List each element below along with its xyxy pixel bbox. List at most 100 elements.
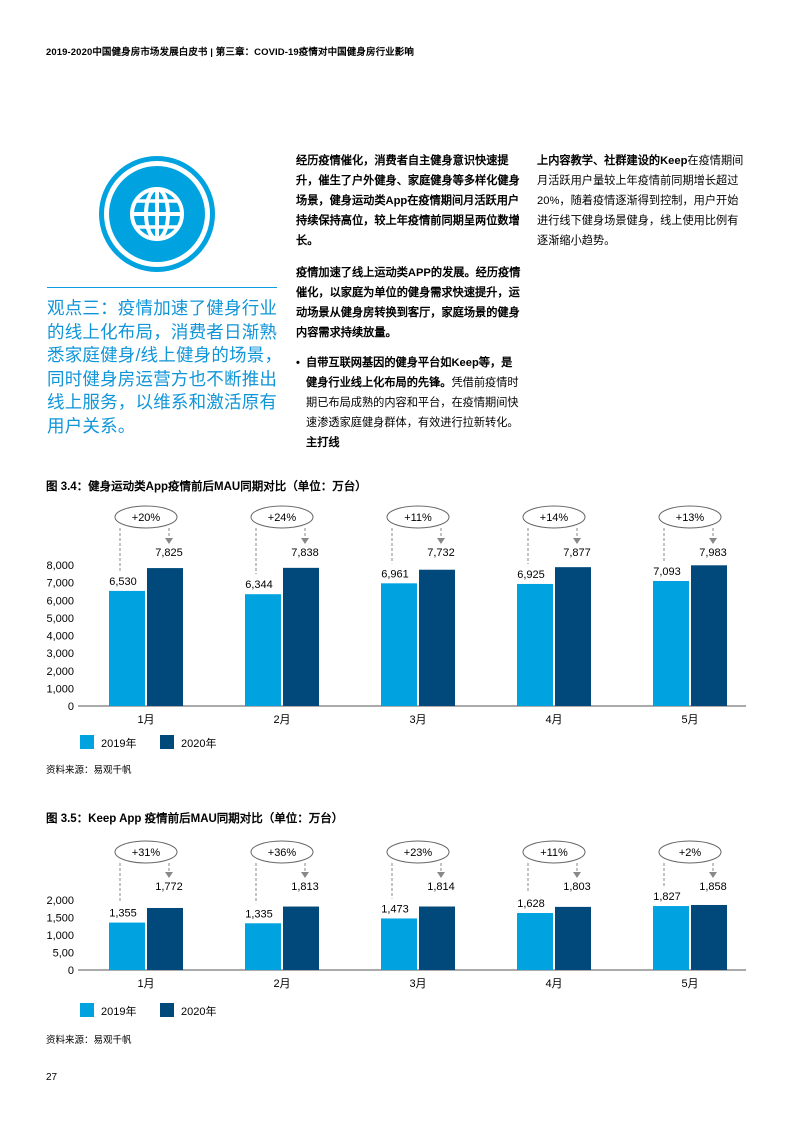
- bar-2019: [245, 594, 281, 706]
- x-tick-label: 4月: [545, 978, 562, 990]
- y-tick-label: 1,000: [46, 930, 74, 942]
- bar-2019: [109, 922, 145, 970]
- body-paragraph-1: 经历疫情催化，消费者自主健身意识快速提升，催生了户外健身、家庭健身等多样化健身场…: [296, 155, 520, 247]
- bullet-bold-tail: 主打线: [306, 437, 340, 449]
- value-label-2020: 7,983: [699, 547, 727, 559]
- legend-swatch-2020: [160, 1003, 174, 1017]
- value-label-2019: 1,335: [245, 908, 273, 920]
- growth-label: +31%: [132, 847, 161, 859]
- legend-swatch-2019: [80, 1003, 94, 1017]
- growth-badge: [250, 840, 314, 864]
- figure-3-5-chart: 0 5,00 1,000 1,500 2,000 1,355 1,772 1月 +31% 1,33…: [46, 840, 746, 1046]
- value-label-2019: 6,925: [517, 569, 545, 581]
- y-tick-label: 5,00: [53, 948, 74, 960]
- bar-2019: [653, 906, 689, 970]
- col2-text: 在疫情期间月活跃用户量较上年疫情前同期增长超过20%，随着疫情逐渐得到控制，用户…: [537, 155, 744, 247]
- arrow-head: [301, 872, 309, 878]
- figure-3-4-title: 图 3.4：健身运动类App疫情前后MAU同期对比（单位：万台）: [46, 481, 367, 493]
- growth-badge: [114, 505, 178, 529]
- growth-badge: [114, 840, 178, 864]
- y-tick-label: 2,000: [46, 895, 74, 907]
- globe-icon: [99, 156, 215, 272]
- value-label-2020: 7,838: [291, 547, 319, 559]
- growth-label: +20%: [132, 512, 161, 524]
- growth-label: +13%: [676, 512, 705, 524]
- bar-2019: [517, 583, 553, 706]
- legend-label-2019: 2019年: [101, 736, 136, 750]
- arrow-head: [165, 538, 173, 544]
- bullet-item: • 自带互联网基因的健身平台如Keep等，是健身行业线上化布局的先锋。凭借前疫情…: [296, 353, 521, 453]
- x-tick-label: 1月: [137, 978, 154, 990]
- growth-label: +23%: [404, 847, 433, 859]
- value-label-2020: 1,772: [155, 881, 183, 893]
- page-number: 27: [46, 1072, 58, 1083]
- x-tick-label: 5月: [681, 714, 698, 726]
- value-label-2020: 7,732: [427, 547, 455, 559]
- y-tick-label: 5,000: [46, 613, 74, 625]
- growth-label: +24%: [268, 512, 297, 524]
- value-label-2019: 1,355: [109, 908, 137, 920]
- value-label-2020: 1,814: [427, 881, 455, 893]
- bar-2020: [691, 904, 727, 970]
- source-note: 资料来源：易观千帆: [46, 764, 132, 776]
- bar-2020: [147, 907, 183, 970]
- growth-badge: [658, 840, 722, 864]
- value-label-2019: 1,827: [653, 891, 681, 903]
- growth-badge: [386, 840, 450, 864]
- growth-badge: [250, 505, 314, 529]
- growth-label: +14%: [540, 512, 569, 524]
- bar-2020: [419, 906, 455, 970]
- legend-swatch-2019: [80, 735, 94, 749]
- arrow-head: [573, 538, 581, 544]
- arrow-head: [437, 538, 445, 544]
- bar-2020: [555, 567, 591, 706]
- bar-2020: [283, 906, 319, 970]
- running-header: 2019-2020中国健身房市场发展白皮书 | 第三章：COVID-19疫情对中…: [46, 47, 414, 58]
- bar-2020: [419, 569, 455, 706]
- growth-label: +11%: [540, 847, 568, 859]
- arrow-head: [437, 872, 445, 878]
- bar-2019: [381, 583, 417, 706]
- y-tick-label: 0: [68, 965, 74, 977]
- x-tick-label: 1月: [137, 714, 154, 726]
- value-label-2020: 7,825: [155, 547, 183, 559]
- bar-2019: [517, 913, 553, 970]
- arrow-head: [573, 872, 581, 878]
- x-tick-label: 3月: [409, 714, 426, 726]
- value-label-2019: 6,961: [381, 568, 409, 580]
- col2-bold-text: 上内容教学、社群建设的Keep: [537, 155, 688, 167]
- legend-label-2019: 2019年: [101, 1004, 136, 1018]
- source-note: 资料来源：易观千帆: [46, 1034, 132, 1046]
- legend-swatch-2020: [160, 735, 174, 749]
- y-tick-label: 1,000: [46, 683, 74, 695]
- value-label-2019: 1,473: [381, 903, 409, 915]
- value-label-2019: 6,344: [245, 579, 273, 591]
- bullet-bold-text: 自带互联网基因的健身平台如Keep等，是健身行业线上化布局的先锋。: [306, 357, 513, 389]
- bar-2019: [109, 590, 145, 706]
- legend-label-2020: 2020年: [181, 1004, 216, 1018]
- bar-2020: [283, 567, 319, 706]
- y-tick-label: 7,000: [46, 578, 74, 590]
- body-column-2: 上内容教学、社群建设的Keep在疫情期间月活跃用户量较上年疫情前同期增长超过20…: [537, 151, 747, 251]
- y-tick-label: 0: [68, 701, 74, 713]
- x-tick-label: 4月: [545, 714, 562, 726]
- y-tick-label: 2,000: [46, 666, 74, 678]
- x-tick-label: 2月: [273, 714, 290, 726]
- y-tick-label: 6,000: [46, 595, 74, 607]
- growth-badge: [386, 505, 450, 529]
- figure-3-5-title: 图 3.5：Keep App 疫情前后MAU同期对比（单位：万台）: [46, 813, 344, 825]
- bar-2019: [245, 923, 281, 970]
- growth-label: +11%: [404, 512, 432, 524]
- bar-2019: [653, 580, 689, 706]
- x-tick-label: 3月: [409, 978, 426, 990]
- bar-2019: [381, 918, 417, 970]
- growth-badge: [522, 840, 586, 864]
- body-paragraph-2: 疫情加速了线上运动类APP的发展。经历疫情催化，以家庭为单位的健身需求快速提升，…: [296, 267, 521, 339]
- x-tick-label: 2月: [273, 978, 290, 990]
- legend-label-2020: 2020年: [181, 736, 216, 750]
- arrow-head: [301, 538, 309, 544]
- growth-label: +2%: [679, 847, 702, 859]
- arrow-head: [165, 872, 173, 878]
- callout-rule: [47, 287, 277, 288]
- bar-2020: [147, 568, 183, 706]
